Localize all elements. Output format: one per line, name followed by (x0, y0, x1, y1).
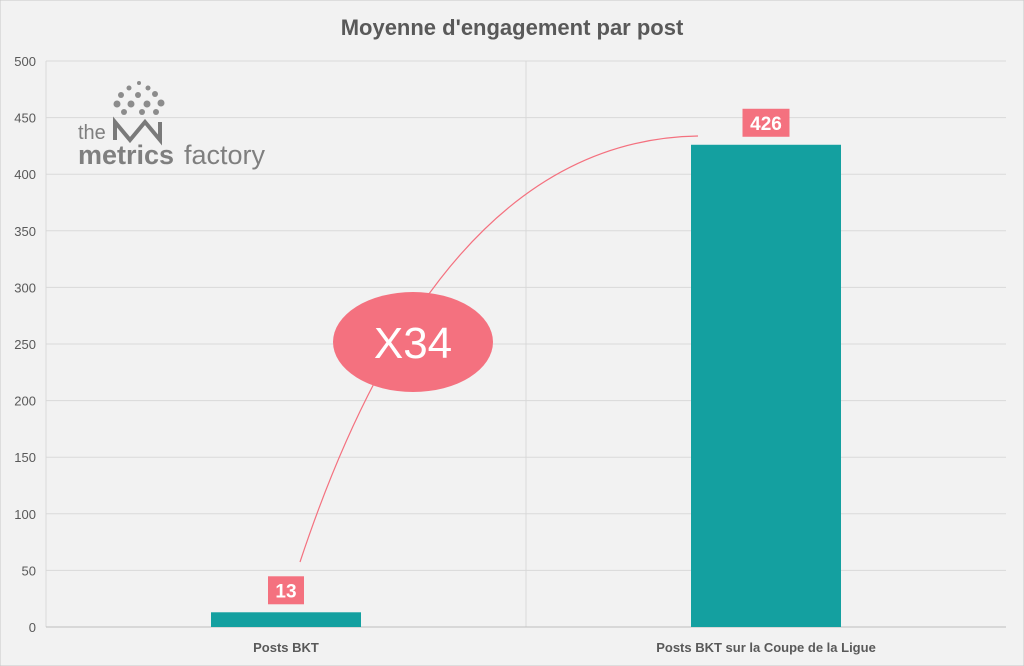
growth-arrow (299, 135, 699, 563)
data-label-background (268, 576, 304, 605)
y-tick-label: 250 (14, 337, 36, 352)
y-tick-label: 350 (14, 224, 36, 239)
y-tick-label: 450 (14, 111, 36, 126)
logo-m-icon (113, 116, 162, 146)
y-tick-label: 150 (14, 450, 36, 465)
data-label: 13 (275, 581, 296, 602)
y-tick-label: 100 (14, 507, 36, 522)
multiplier-badge (333, 292, 493, 392)
logo-text-the: the (78, 122, 106, 144)
y-tick-label: 400 (14, 167, 36, 182)
y-tick-label: 300 (14, 280, 36, 295)
logo-text-factory: factory (184, 140, 266, 170)
y-tick-label: 500 (14, 54, 36, 69)
category-label: Posts BKT (253, 640, 319, 655)
data-label-background (742, 108, 790, 137)
metrics-factory-logo: the metrics factory (78, 81, 266, 170)
bar (691, 144, 841, 627)
bar (211, 612, 361, 627)
y-tick-label: 50 (22, 563, 36, 578)
multiplier-label: X34 (374, 319, 452, 368)
category-label: Posts BKT sur la Coupe de la Ligue (656, 640, 876, 655)
bars: 13 Posts BKT 426 Posts BKT sur la Coupe de … (211, 108, 876, 655)
y-tick-label: 200 (14, 394, 36, 409)
y-tick-label: 0 (29, 620, 36, 635)
data-label: 426 (750, 114, 782, 135)
logo-text-metrics: metrics (78, 140, 174, 170)
y-axis-ticks: 0 50 100 150 200 250 300 350 400 450 500 (14, 54, 36, 635)
grid (45, 60, 1006, 628)
logo-dots-icon (113, 81, 165, 115)
chart-title: Moyenne d'engagement par post (341, 15, 684, 40)
